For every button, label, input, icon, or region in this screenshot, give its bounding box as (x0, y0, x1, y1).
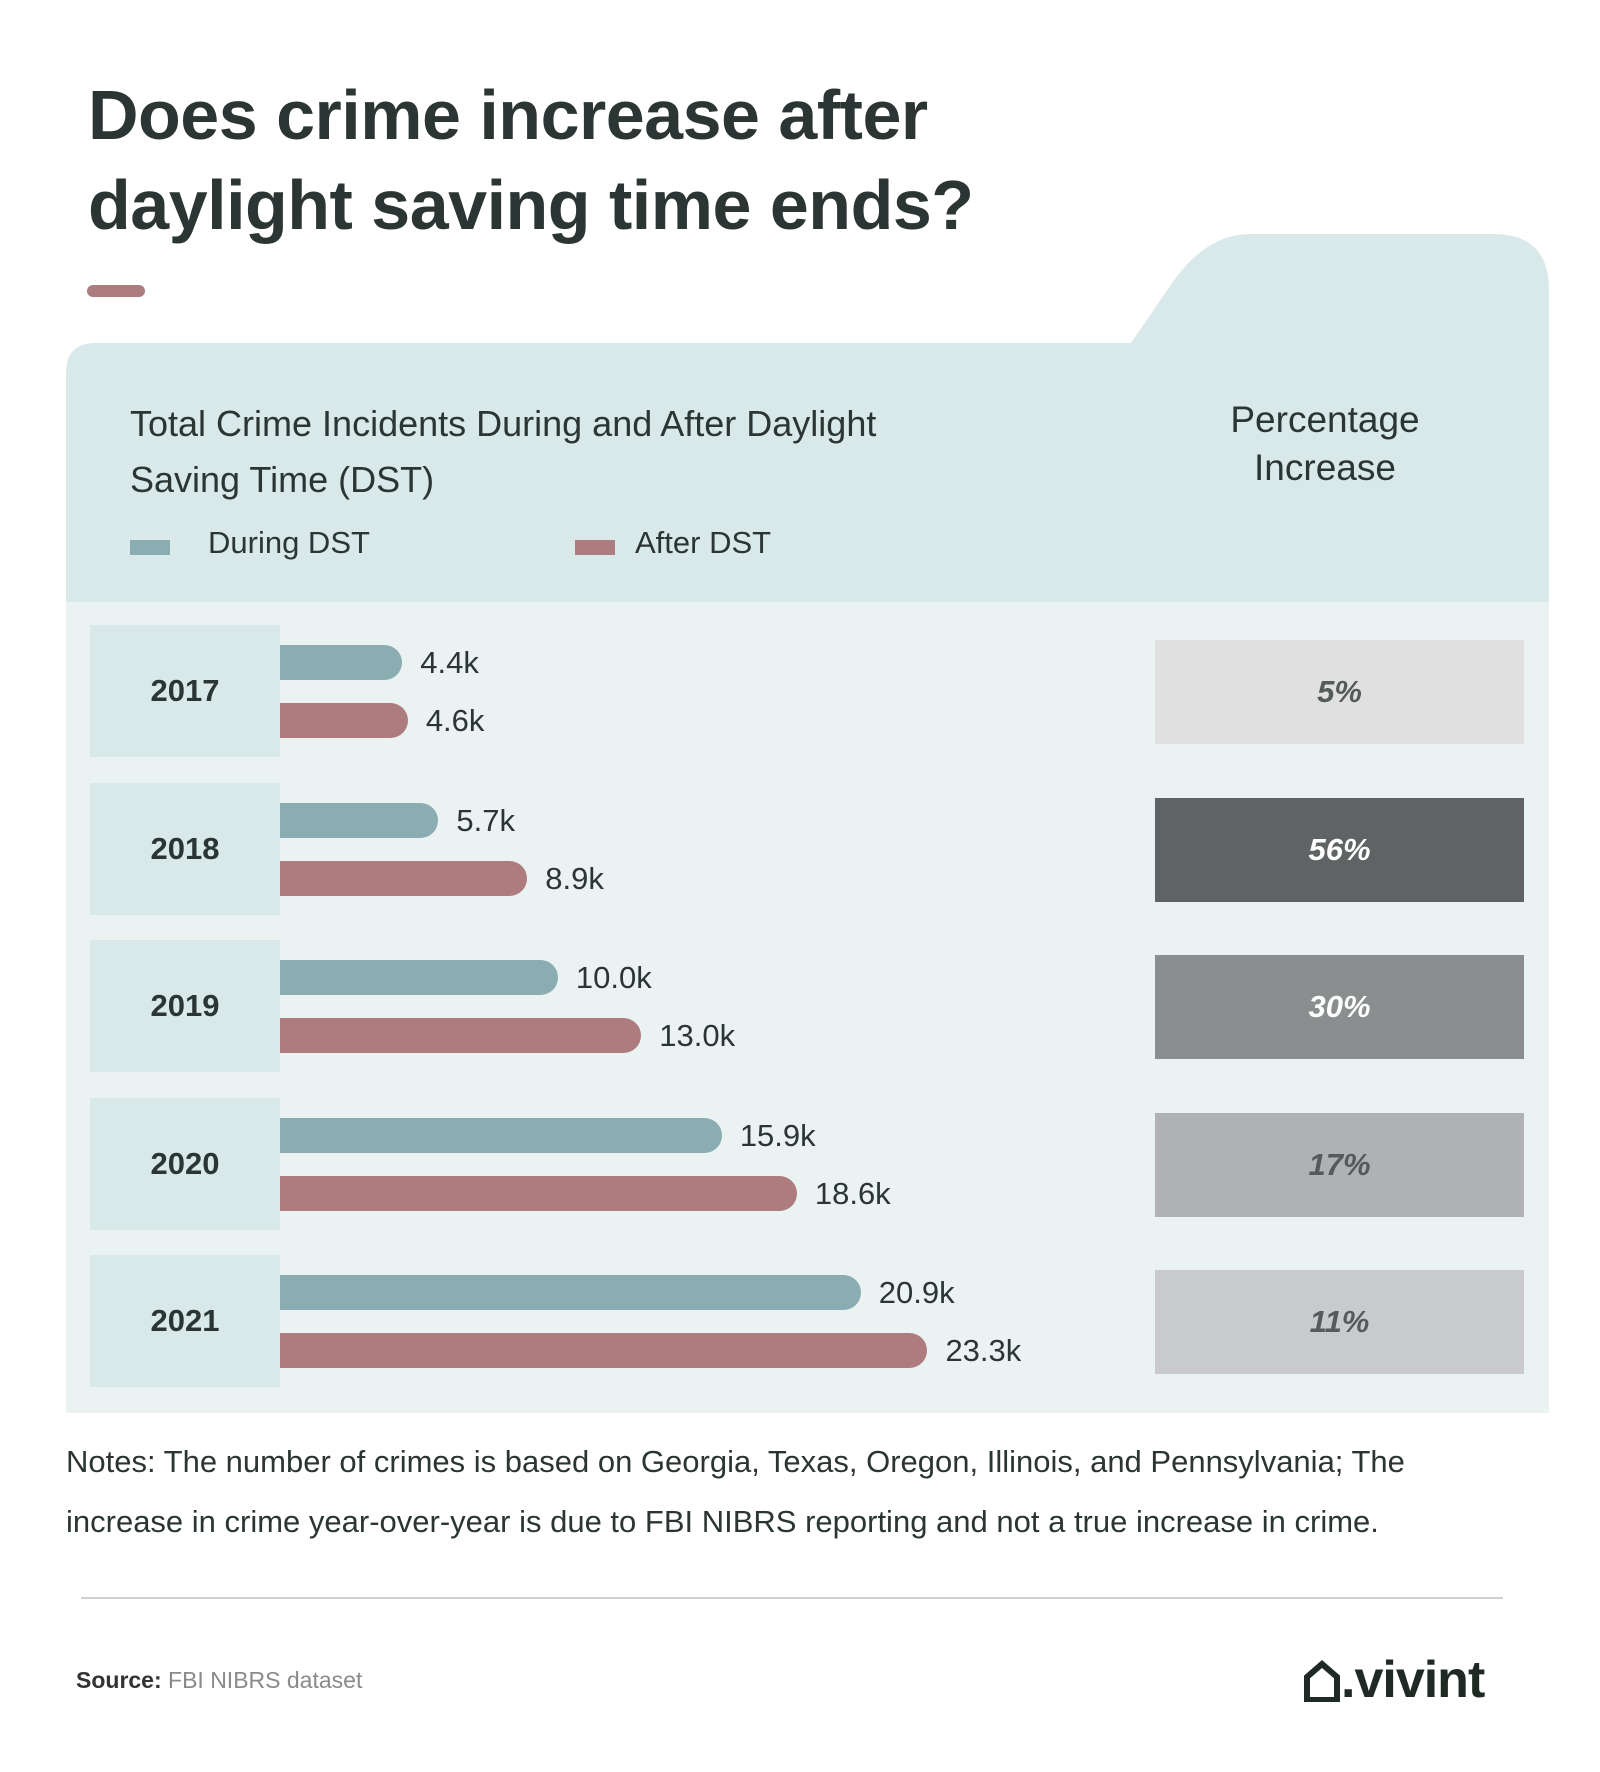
page-title: Does crime increase after daylight savin… (88, 70, 1288, 250)
bar-value-label: 20.9k (878, 1275, 955, 1310)
bar-after-dst (280, 860, 528, 896)
bar-value-label: 4.6k (425, 703, 485, 738)
year-label: 2020 (90, 1097, 280, 1230)
vivint-logo: .vivint (1303, 1650, 1485, 1710)
bar-during-dst (280, 960, 558, 995)
notes: Notes: The number of crimes is based on … (66, 1432, 1566, 1552)
pct-title-line-2: Increase (1254, 447, 1396, 488)
bar-during-dst (280, 802, 439, 838)
bar-after-dst (280, 1175, 797, 1211)
percentage-increase-cell: 17% (1155, 1112, 1524, 1217)
legend-swatch-after (575, 540, 615, 555)
bar-value-label: 4.4k (420, 645, 479, 680)
source-value: FBI NIBRS dataset (168, 1667, 363, 1693)
year-label: 2021 (90, 1255, 280, 1387)
year-label: 2017 (90, 625, 280, 757)
year-label: 2019 (90, 940, 280, 1072)
legend-label-after: After DST (635, 525, 772, 560)
bar-value-label: 13.0k (659, 1018, 736, 1053)
divider (81, 1597, 1503, 1599)
bar-after-dst (280, 1018, 642, 1053)
bar-value-label: 5.7k (456, 802, 515, 838)
percentage-increase-cell: 30% (1155, 955, 1524, 1059)
bar-after-dst (280, 1333, 928, 1368)
bar-during-dst (280, 1117, 722, 1153)
legend-swatch-during (130, 540, 170, 555)
year-label: 2018 (90, 782, 280, 915)
percentage-column-title: Percentage Increase (1180, 396, 1470, 492)
bar-value-label: 15.9k (739, 1117, 816, 1153)
percentage-increase-cell: 5% (1155, 640, 1524, 744)
accent-dash (87, 285, 145, 297)
notes-line-2: increase in crime year-over-year is due … (66, 1504, 1379, 1539)
notes-line-1: Notes: The number of crimes is based on … (66, 1444, 1405, 1479)
bar-value-label: 23.3k (945, 1333, 1022, 1368)
bar-during-dst (280, 1275, 861, 1310)
title-line-2: daylight saving time ends? (88, 166, 974, 244)
chart-title: Total Crime Incidents During and After D… (130, 396, 1030, 508)
bar-value-label: 10.0k (575, 960, 652, 995)
house-icon (1304, 1660, 1340, 1702)
bar-during-dst (280, 645, 403, 680)
legend-label-during: During DST (208, 525, 370, 560)
bar-value-label: 8.9k (545, 860, 604, 896)
panel-header (66, 234, 1549, 602)
logo-text: .vivint (1341, 1651, 1485, 1709)
percentage-increase-cell: 11% (1155, 1270, 1524, 1374)
bar-after-dst (280, 703, 408, 738)
pct-title-line-1: Percentage (1230, 399, 1420, 440)
title-line-1: Does crime increase after (88, 76, 928, 154)
chart-title-line-1: Total Crime Incidents During and After D… (130, 403, 877, 444)
chart-title-line-2: Saving Time (DST) (130, 459, 435, 500)
percentage-increase-cell: 56% (1155, 797, 1524, 902)
bar-value-label: 18.6k (814, 1175, 891, 1211)
source: Source: FBI NIBRS dataset (76, 1667, 362, 1694)
source-label: Source: (76, 1667, 162, 1693)
